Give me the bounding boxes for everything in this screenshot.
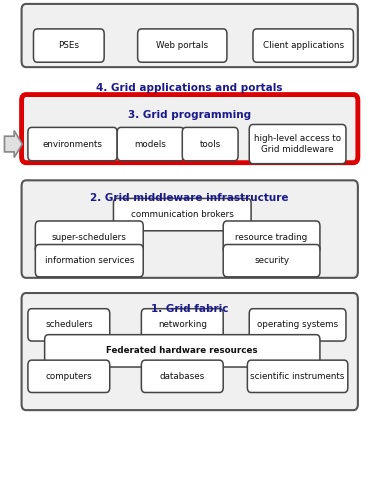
FancyBboxPatch shape (223, 221, 320, 253)
FancyBboxPatch shape (22, 4, 358, 67)
Text: computers: computers (45, 372, 92, 381)
FancyBboxPatch shape (28, 360, 110, 392)
Text: Web portals: Web portals (156, 41, 208, 50)
Text: scientific instruments: scientific instruments (250, 372, 345, 381)
FancyBboxPatch shape (45, 335, 320, 367)
FancyArrow shape (4, 131, 22, 158)
FancyBboxPatch shape (223, 245, 320, 277)
Text: super-schedulers: super-schedulers (52, 233, 127, 242)
FancyBboxPatch shape (249, 124, 346, 164)
FancyBboxPatch shape (117, 127, 184, 161)
FancyBboxPatch shape (28, 127, 117, 161)
Text: schedulers: schedulers (45, 320, 93, 329)
FancyBboxPatch shape (113, 198, 251, 231)
Text: Federated hardware resources: Federated hardware resources (106, 346, 258, 355)
Text: 3. Grid programming: 3. Grid programming (128, 110, 251, 120)
FancyBboxPatch shape (138, 29, 227, 62)
Text: environments: environments (42, 140, 103, 148)
Text: communication brokers: communication brokers (131, 210, 234, 219)
FancyBboxPatch shape (22, 95, 358, 163)
Text: databases: databases (160, 372, 205, 381)
Text: resource trading: resource trading (235, 233, 308, 242)
Text: Client applications: Client applications (263, 41, 344, 50)
FancyBboxPatch shape (35, 245, 143, 277)
Text: 1. Grid fabric: 1. Grid fabric (151, 304, 228, 314)
Text: networking: networking (158, 320, 207, 329)
FancyBboxPatch shape (253, 29, 353, 62)
Text: tools: tools (199, 140, 221, 148)
Text: security: security (254, 256, 289, 265)
FancyBboxPatch shape (35, 221, 143, 253)
Text: high-level access to
Grid middleware: high-level access to Grid middleware (254, 134, 341, 154)
FancyBboxPatch shape (22, 293, 358, 410)
FancyBboxPatch shape (22, 180, 358, 278)
FancyBboxPatch shape (249, 309, 346, 341)
FancyBboxPatch shape (141, 360, 223, 392)
FancyBboxPatch shape (33, 29, 104, 62)
Text: information services: information services (45, 256, 134, 265)
Text: models: models (135, 140, 167, 148)
Text: PSEs: PSEs (58, 41, 79, 50)
Text: 2. Grid middleware infrastructure: 2. Grid middleware infrastructure (90, 194, 289, 203)
Text: 4. Grid applications and portals: 4. Grid applications and portals (96, 83, 283, 93)
FancyBboxPatch shape (247, 360, 348, 392)
FancyBboxPatch shape (182, 127, 238, 161)
Text: operating systems: operating systems (257, 320, 338, 329)
FancyBboxPatch shape (28, 309, 110, 341)
FancyBboxPatch shape (141, 309, 223, 341)
